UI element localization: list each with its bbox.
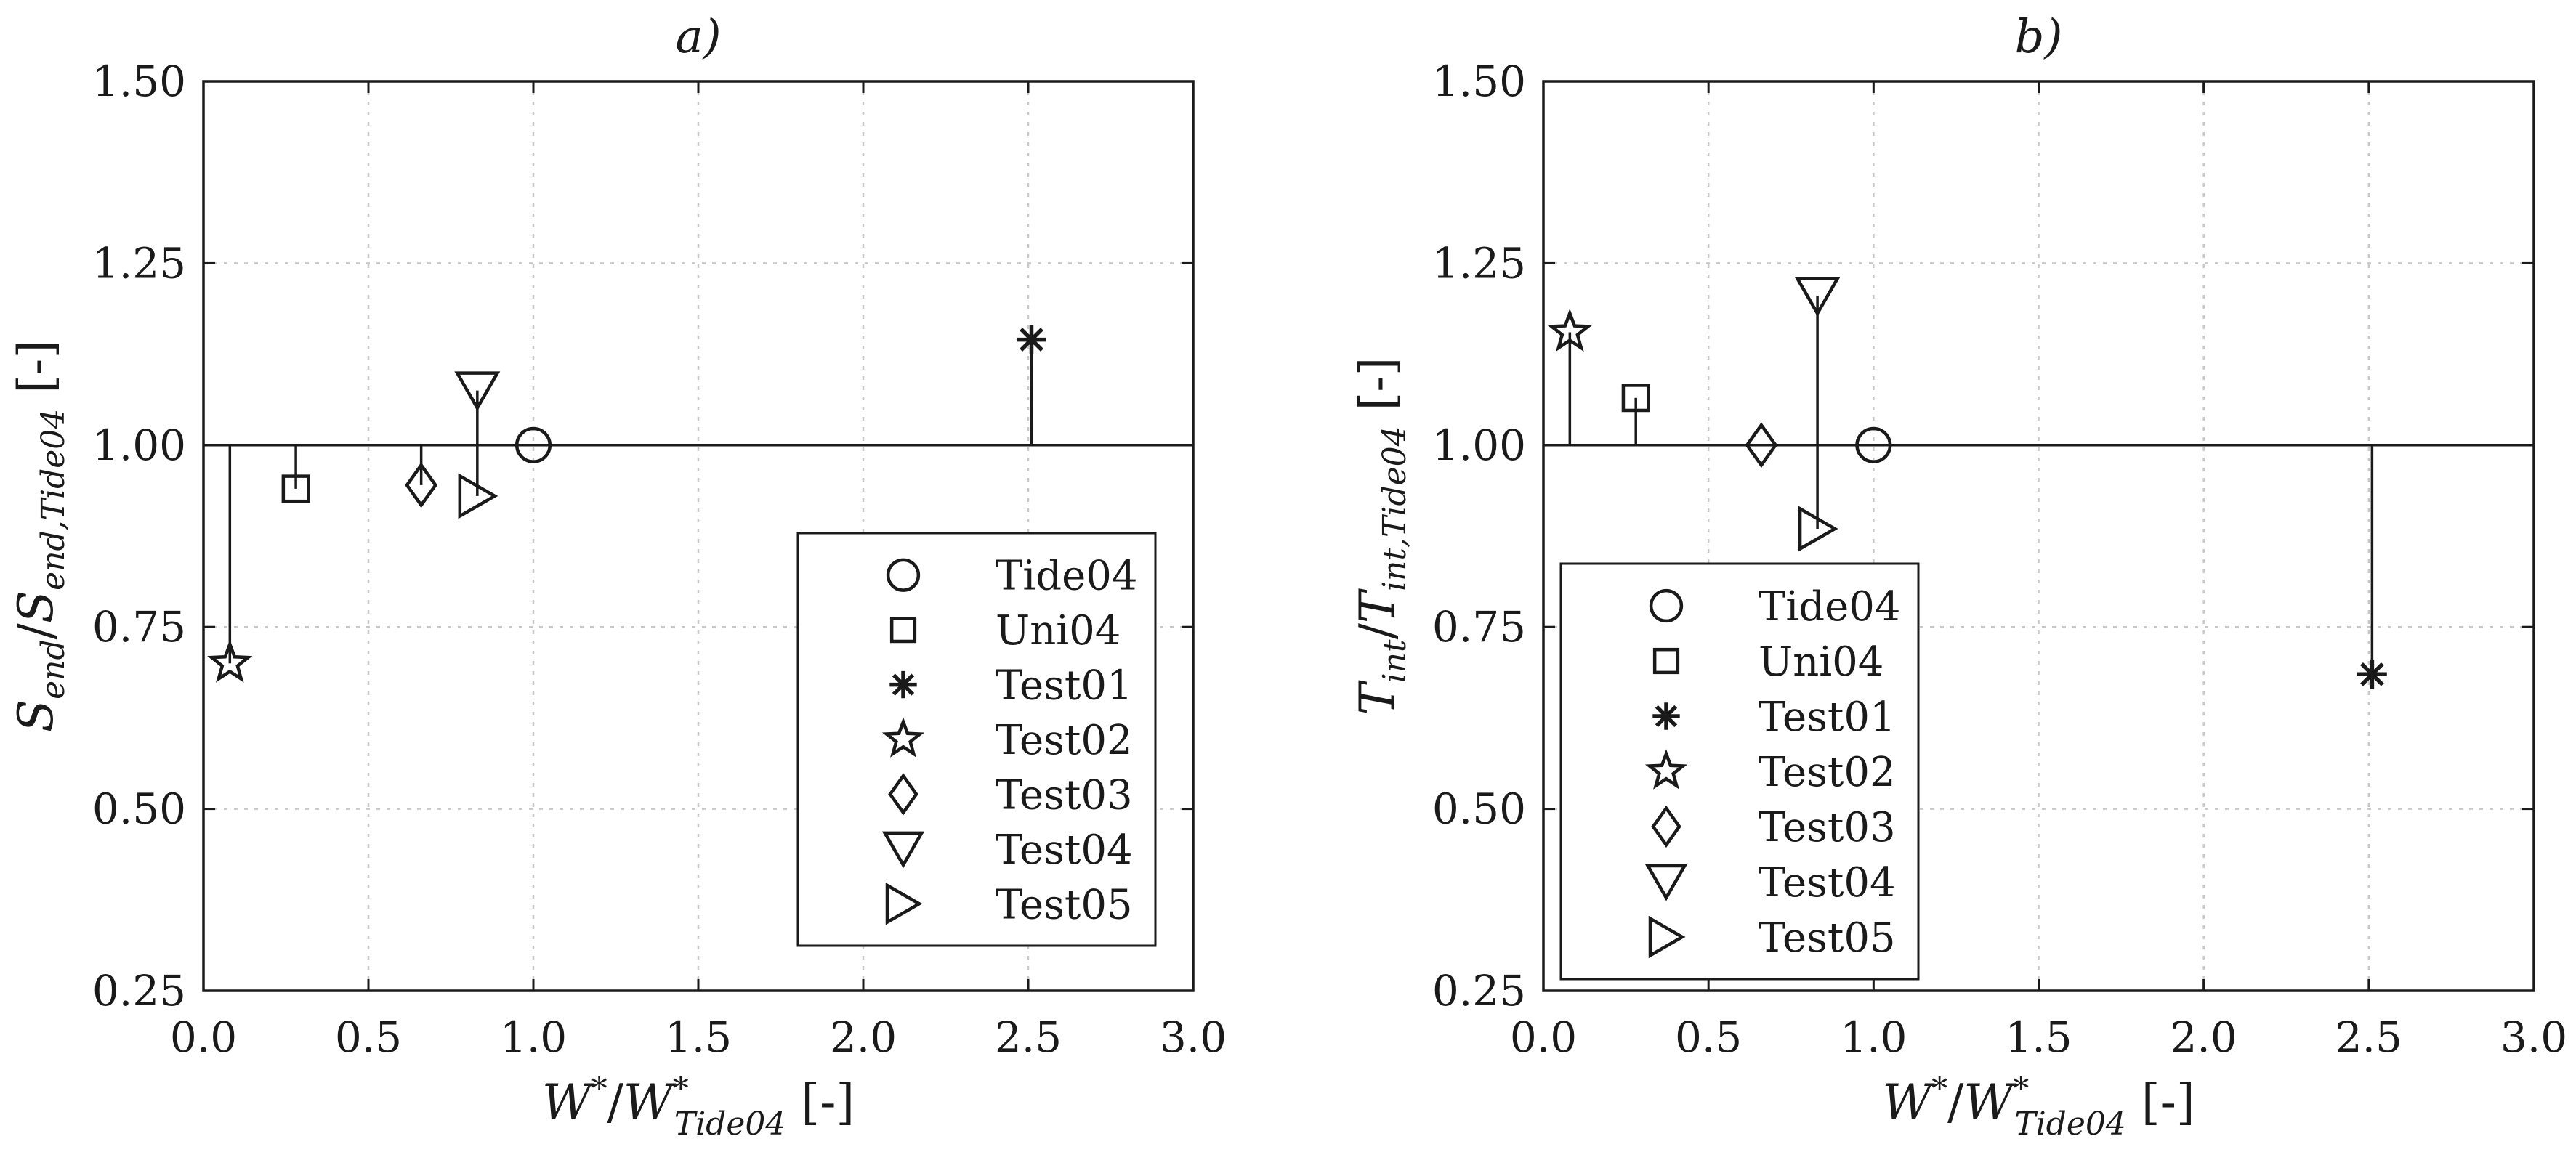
marker-test01 <box>2357 659 2387 689</box>
legend-label: Tide04 <box>1759 583 1901 630</box>
y-tick-label: 0.25 <box>1432 966 1526 1015</box>
legend-marker-test05 <box>885 883 923 925</box>
legend-label: Test03 <box>996 771 1133 819</box>
legend-label: Test05 <box>996 881 1133 928</box>
marker-test02 <box>207 639 253 683</box>
x-tick-label: 0.5 <box>335 1013 402 1062</box>
legend-marker-test05 <box>1648 915 1686 959</box>
legend-label: Test04 <box>996 827 1133 874</box>
marker-test04 <box>1794 277 1841 317</box>
y-tick-label: 0.25 <box>92 966 186 1015</box>
legend-label: Test04 <box>1759 859 1896 906</box>
y-tick-label: 1.50 <box>92 57 186 106</box>
y-tick-label: 1.25 <box>1432 238 1526 288</box>
legend-label: Tide04 <box>996 553 1138 600</box>
x-tick-label: 1.5 <box>2005 1013 2072 1062</box>
x-tick-label: 0.0 <box>170 1013 237 1062</box>
legend-label: Test02 <box>1759 749 1896 796</box>
marker-uni04 <box>281 474 310 503</box>
legend-marker-test04 <box>1644 864 1688 901</box>
x-tick-label: 2.0 <box>2171 1013 2237 1062</box>
y-axis-label: Send/Send,Tide04 [-] <box>8 340 72 732</box>
x-tick-label: 1.0 <box>500 1013 567 1062</box>
x-tick-label: 2.5 <box>2335 1013 2402 1062</box>
legend-marker-test03 <box>888 773 918 816</box>
y-tick-label: 1.25 <box>92 238 186 288</box>
x-tick-label: 1.0 <box>1840 1013 1907 1062</box>
y-tick-label: 0.50 <box>1432 784 1526 834</box>
marker-tide04 <box>1855 426 1892 463</box>
x-axis-label: W*/W* Tide04 [-] <box>542 1071 855 1143</box>
legend-marker-tide04 <box>1649 588 1684 623</box>
y-tick-label: 0.50 <box>92 784 186 834</box>
legend-box <box>1559 562 1920 981</box>
x-tick-label: 3.0 <box>2500 1013 2567 1062</box>
x-tick-label: 0.5 <box>1675 1013 1742 1062</box>
marker-test01 <box>1017 325 1046 354</box>
marker-test05 <box>1798 506 1838 552</box>
marker-test03 <box>405 462 438 508</box>
chart-panel-b: 0.0 0.5 1.0 1.5 2.0 2.5 3.0 0.25 0.50 0.75 1.00 1.2… <box>1349 10 2567 1143</box>
marker-test03 <box>1745 422 1778 468</box>
legend-marker-test03 <box>1651 805 1681 848</box>
legend-label: Test02 <box>996 717 1133 764</box>
marker-test04 <box>454 371 501 412</box>
legend-marker-test02 <box>1644 749 1688 790</box>
y-axis-label: Tint/Tint,Tide04 [-] <box>1349 357 1413 715</box>
y-tick-label: 0.75 <box>92 602 186 652</box>
legend: Tide04 Uni04 Test01 Test02 Test03 Test04 Test0… <box>796 532 1157 947</box>
legend-label: Uni04 <box>1759 638 1883 686</box>
legend-label: Test03 <box>1759 804 1896 851</box>
legend-marker-test01 <box>1652 702 1680 730</box>
y-tick-label: 1.00 <box>1432 421 1526 470</box>
legend-marker-test01 <box>889 670 917 699</box>
marker-test05 <box>458 473 498 519</box>
legend-marker-uni04 <box>889 617 917 644</box>
marker-test02 <box>1547 308 1593 352</box>
x-tick-label: 2.0 <box>830 1013 897 1062</box>
legend-label: Test05 <box>1759 914 1896 962</box>
marker-uni04 <box>1621 384 1650 413</box>
marker-tide04 <box>514 426 552 463</box>
chart-title: a) <box>675 10 721 64</box>
legend-marker-tide04 <box>886 558 921 592</box>
x-tick-label: 2.5 <box>995 1013 1062 1062</box>
legend-marker-test04 <box>881 831 925 869</box>
legend-marker-test02 <box>881 717 925 758</box>
x-tick-label: 3.0 <box>1160 1013 1227 1062</box>
y-tick-label: 0.75 <box>1432 602 1526 652</box>
x-tick-label: 1.5 <box>665 1013 732 1062</box>
y-tick-label: 1.50 <box>1432 57 1526 106</box>
legend: Tide04 Uni04 Test01 Test02 Test03 Test04 Test0… <box>1559 562 1920 981</box>
legend-marker-uni04 <box>1652 647 1680 675</box>
chart-title: b) <box>2015 10 2063 64</box>
legend-box <box>796 532 1157 947</box>
y-tick-label: 1.00 <box>92 421 186 470</box>
legend-label: Uni04 <box>996 607 1121 654</box>
legend-label: Test01 <box>1759 694 1896 741</box>
legend-label: Test01 <box>996 662 1133 710</box>
chart-panel-a: 0.0 0.5 1.0 1.5 2.0 2.5 3.0 0.25 0.50 0.75 1.00 1.2… <box>8 10 1227 1143</box>
x-tick-label: 0.0 <box>1510 1013 1577 1062</box>
x-axis-label: W*/W* Tide04 [-] <box>1882 1071 2195 1143</box>
